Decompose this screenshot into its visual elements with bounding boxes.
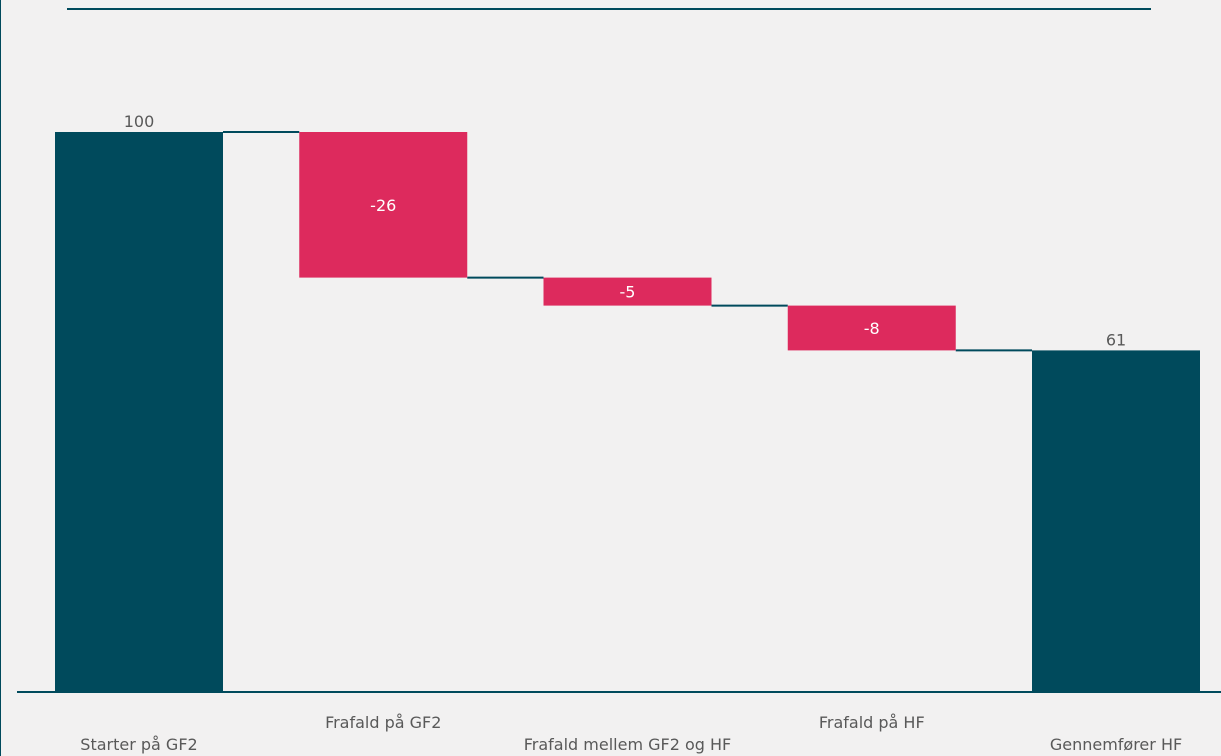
category-label: Starter på GF2 bbox=[80, 735, 197, 754]
bar-total bbox=[55, 132, 223, 692]
category-label: Gennemfører HF bbox=[1050, 735, 1182, 754]
data-label: -26 bbox=[370, 196, 396, 215]
bar-delta bbox=[543, 277, 712, 306]
bar-delta bbox=[299, 132, 468, 278]
data-label: 100 bbox=[124, 112, 155, 131]
bar-delta bbox=[787, 305, 956, 351]
top-rule bbox=[67, 8, 1151, 10]
data-label: 61 bbox=[1106, 330, 1126, 349]
bar-total bbox=[1032, 350, 1200, 692]
data-label: -5 bbox=[620, 283, 636, 302]
category-label: Frafald på GF2 bbox=[325, 713, 441, 732]
category-label: Frafald mellem GF2 og HF bbox=[524, 735, 732, 754]
category-label: Frafald på HF bbox=[819, 713, 925, 732]
data-label: -8 bbox=[864, 319, 880, 338]
